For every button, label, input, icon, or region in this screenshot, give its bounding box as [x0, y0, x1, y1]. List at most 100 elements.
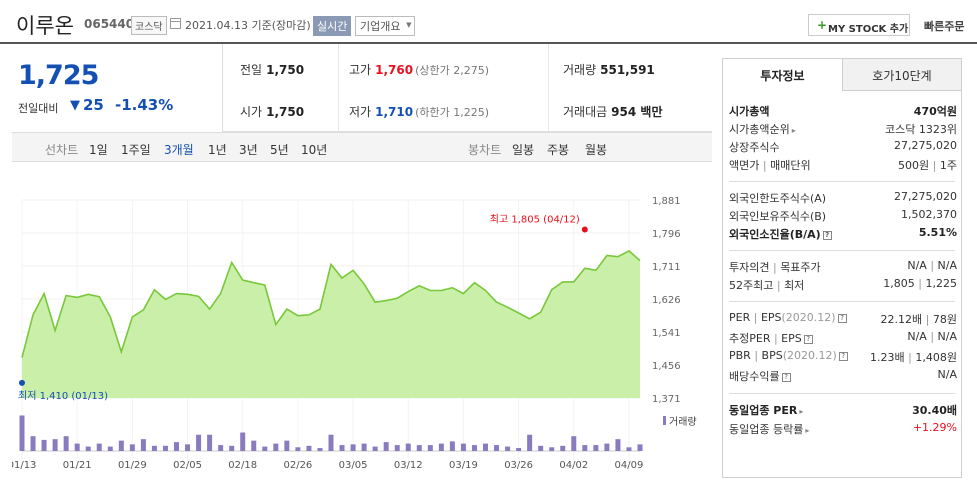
per-date: (2020.12)	[781, 311, 836, 324]
quote-info-grid: 전일 1,750 시가 1,750 고가 1,760 (상한가 2,275) 저가 1,7…	[222, 44, 712, 132]
est-per-label: 추정PER	[729, 332, 771, 345]
price-area	[22, 250, 640, 398]
opinion-label: 투자의견	[729, 261, 770, 274]
52w-high-label: 52주최고	[729, 279, 774, 292]
high-marker	[581, 226, 588, 233]
volume-bar	[273, 443, 279, 451]
amount-label: 거래대금	[563, 105, 608, 119]
plus-icon: +	[817, 18, 828, 32]
52w-low-value: 1,225	[925, 277, 958, 290]
foreign-ratio-row: 외국인소진율(B/A)? 5.51%	[729, 226, 957, 244]
company-overview-label: 기업개요	[360, 20, 401, 33]
current-price: 1,725	[18, 60, 99, 91]
x-tick-label: 02/05	[173, 460, 202, 471]
volume-bar	[416, 445, 422, 451]
help-icon[interactable]: ?	[838, 352, 848, 361]
trade-unit-value: 1주	[939, 159, 957, 172]
par-value-row: 액면가 | 매매단위 500원 | 1주	[729, 159, 957, 172]
volume-bar	[549, 447, 555, 451]
volume-bar	[593, 445, 599, 451]
volume-bar	[394, 445, 400, 451]
chevron-right-icon: ▸	[805, 426, 810, 435]
x-tick-label: 01/29	[118, 460, 147, 471]
price-line	[21, 249, 641, 358]
dividend-row: 배당수익률? N/A	[729, 368, 957, 386]
tab-investment-info[interactable]: 투자정보	[723, 59, 842, 91]
stock-header: 이루온 065440 코스닥 2021.04.13 기준(장마감) 실시간 기업…	[0, 0, 977, 44]
eps-label: EPS	[760, 311, 782, 324]
volume-bar	[151, 445, 157, 451]
volume-bar	[162, 445, 168, 451]
est-per-value: N/A	[907, 330, 927, 343]
x-tick-label: 02/18	[228, 460, 257, 471]
stock-code: 065440	[84, 17, 135, 31]
tab-weekly[interactable]: 주봉	[547, 143, 570, 157]
volume-bar	[427, 445, 433, 451]
prev-close: 전일 1,750	[240, 61, 304, 78]
foreign-hold-row: 외국인보유주식수(B) 1,502,370	[729, 208, 957, 226]
tab-3m[interactable]: 3개월	[164, 143, 194, 157]
volume-bar	[383, 442, 389, 451]
volume-bar	[516, 448, 522, 451]
tab-monthly[interactable]: 월봉	[585, 143, 608, 157]
52w-high-value: 1,805	[883, 277, 915, 290]
volume-legend-swatch	[663, 416, 666, 425]
par-value-label: 액면가	[729, 159, 760, 172]
volume-bar	[494, 445, 500, 451]
pbr-value: 1.23배	[870, 351, 905, 364]
volume-bar	[483, 443, 488, 451]
low-label: 최저 1,410 (01/13)	[18, 390, 108, 402]
tab-3y[interactable]: 3년	[239, 143, 258, 157]
low-value: 1,710	[375, 105, 414, 119]
chevron-right-icon: ▸	[791, 126, 796, 135]
volume-bar	[637, 444, 643, 451]
y-tick-label: 1,541	[652, 328, 681, 339]
market-cap-rank-row[interactable]: 시가총액순위 ▸ 코스닥 1323위	[729, 121, 957, 139]
tab-10y[interactable]: 10년	[301, 143, 328, 157]
volume-bar	[306, 445, 312, 451]
est-eps-value: N/A	[937, 330, 957, 343]
my-stock-add-button[interactable]: + MY STOCK 추가	[808, 14, 910, 36]
volume-bar	[174, 442, 179, 451]
open-label: 시가	[240, 105, 263, 119]
realtime-button[interactable]: 실시간	[313, 16, 352, 36]
foreign-hold-value: 1,502,370	[901, 208, 957, 221]
my-stock-add-label: MY STOCK 추가	[828, 24, 909, 35]
industry-per-label: 동일업종 PER	[729, 404, 798, 417]
industry-per-value: 30.40배	[912, 404, 957, 417]
industry-per-row[interactable]: 동일업종 PER ▸ 30.40배	[729, 402, 957, 420]
volume: 거래량 551,591	[563, 61, 655, 78]
volume-bar	[218, 445, 224, 451]
industry-rate-label: 동일업종 등락률	[729, 423, 804, 436]
tab-5y[interactable]: 5년	[270, 143, 289, 157]
quick-order-link[interactable]: 빠른주문	[924, 20, 965, 33]
volume-bar	[372, 446, 378, 451]
x-tick-label: 03/05	[339, 460, 368, 471]
est-eps-label: EPS	[781, 332, 802, 345]
industry-rate-row[interactable]: 동일업종 등락률 ▸ +1.29%	[729, 421, 957, 439]
company-overview-dropdown[interactable]: 기업개요 ▼	[355, 16, 416, 36]
side-tabs: 투자정보 호가10단계	[723, 59, 961, 91]
high-value: 1,760	[375, 63, 414, 77]
est-per-row: 추정PER | EPS? N/A | N/A	[729, 330, 957, 345]
tab-1w[interactable]: 1주일	[121, 143, 151, 157]
tab-1d[interactable]: 1일	[89, 143, 108, 157]
market-cap-label: 시가총액	[729, 105, 770, 118]
help-icon[interactable]: ?	[781, 373, 791, 382]
volume-bar	[527, 434, 533, 451]
volume-bar	[471, 445, 477, 451]
help-icon[interactable]: ?	[803, 335, 813, 344]
volume-bar	[63, 436, 69, 451]
bps-label: BPS	[761, 349, 783, 362]
volume-bar	[361, 443, 367, 451]
tab-orderbook-10[interactable]: 호가10단계	[842, 59, 961, 91]
foreign-limit-row: 외국인한도주식수(A) 27,275,020	[729, 190, 957, 208]
x-tick-label: 02/26	[283, 460, 312, 471]
volume-bar	[118, 440, 124, 451]
help-icon[interactable]: ?	[822, 231, 832, 240]
volume-bar	[207, 434, 213, 451]
volume-bar	[538, 445, 544, 451]
help-icon[interactable]: ?	[837, 314, 847, 323]
tab-daily[interactable]: 일봉	[512, 143, 535, 157]
tab-1y[interactable]: 1년	[208, 143, 227, 157]
